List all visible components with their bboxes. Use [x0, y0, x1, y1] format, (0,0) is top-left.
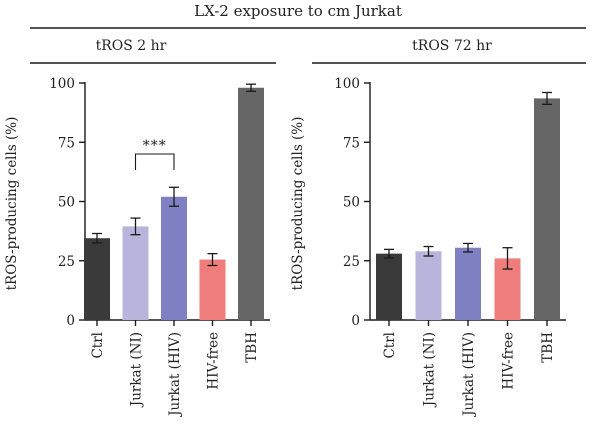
chart-panels: tROS 2 hr 0 25 50 75 100 tROS-producing cells … [4, 38, 586, 418]
y-tick-label: 100 [49, 76, 75, 92]
bar-3 [161, 196, 187, 320]
figure-title: LX-2 exposure to cm Jurkat [194, 2, 402, 20]
x-tick-label: Ctrl [90, 332, 106, 359]
bar-5 [238, 87, 264, 321]
x-tick-label: TBH [244, 332, 260, 363]
x-tick-label: Jurkat (NI) [422, 332, 438, 408]
x-tick-label: Jurkat (NI) [129, 332, 145, 408]
y-tick-label: 50 [343, 195, 360, 211]
chart-panel-2: tROS 72 hr 0 25 50 75 100 tROS-producing cells… [290, 38, 586, 418]
y-tick-label: 25 [58, 254, 75, 270]
x-tick-label: Ctrl [382, 332, 398, 359]
x-tick-label: HIV-free [501, 332, 517, 390]
bar-3 [455, 247, 481, 320]
x-tick-label: TBH [540, 332, 556, 363]
y-tick-label: 75 [58, 135, 75, 151]
panel-title: tROS 2 hr [96, 38, 167, 54]
bar-2 [415, 251, 442, 320]
panel-title: tROS 72 hr [412, 38, 492, 54]
y-tick-label: 0 [351, 313, 360, 329]
y-tick-label: 100 [334, 76, 360, 92]
y-tick-label: 0 [66, 313, 75, 329]
x-tick-label: Jurkat (HIV) [461, 332, 477, 418]
bar-1 [376, 253, 402, 320]
x-tick-label: HIV-free [206, 332, 222, 390]
bar-5 [534, 98, 560, 320]
y-tick-label: 25 [343, 254, 360, 270]
y-tick-label: 50 [58, 195, 75, 211]
significance-bracket [134, 153, 175, 170]
y-axis-label: tROS-producing cells (%) [4, 117, 20, 291]
y-axis-label: tROS-producing cells (%) [290, 117, 306, 291]
x-tick-label: Jurkat (HIV) [167, 332, 183, 418]
bar-2 [122, 226, 149, 320]
significance-label: *** [143, 138, 167, 154]
bar-4 [199, 259, 226, 320]
bar-1 [84, 238, 110, 320]
chart-panel-1: tROS 2 hr 0 25 50 75 100 tROS-producing cells … [4, 38, 276, 418]
y-tick-label: 75 [343, 135, 360, 151]
